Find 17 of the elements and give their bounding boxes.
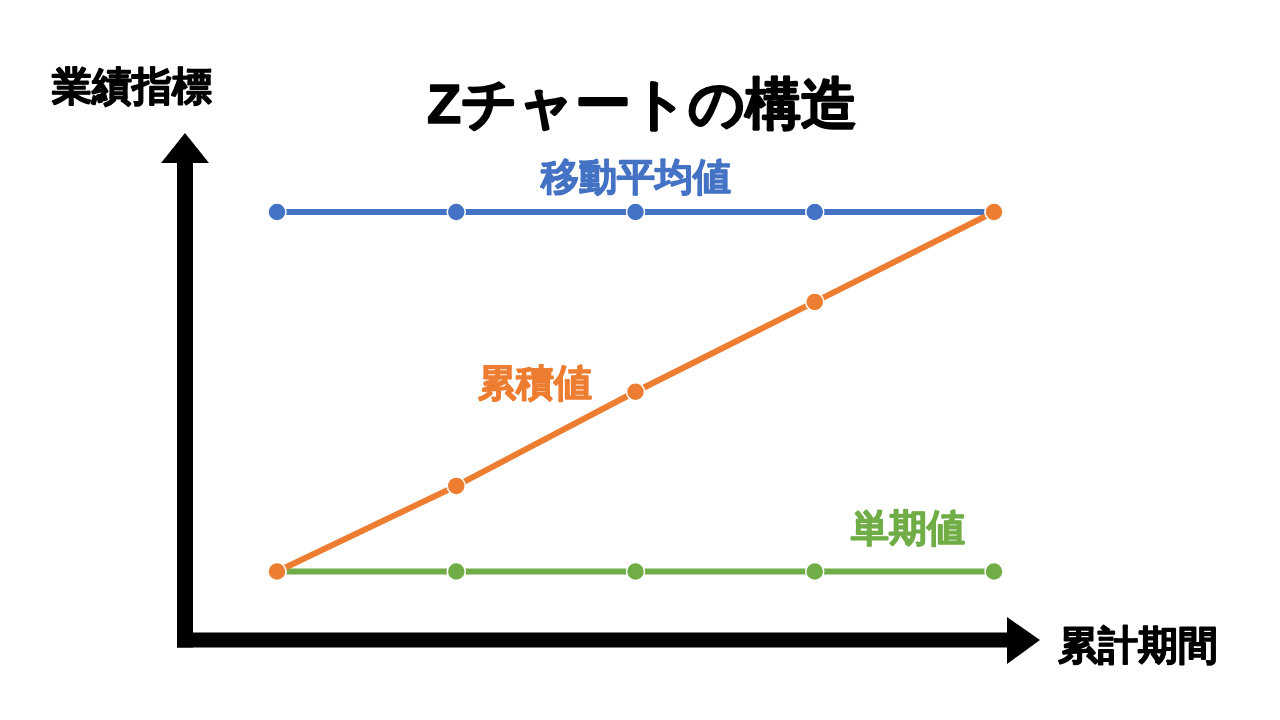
point [446,202,466,222]
x-axis-title: 累計期間 [1058,623,1218,667]
point [805,202,825,222]
series-label: 移動平均値 [539,156,731,198]
y-axis-title: 業績指標 [51,64,212,108]
point [267,202,287,222]
point [625,561,646,582]
point [805,561,825,582]
chart-title: Zチャートの構造 [426,72,858,135]
series-label: 累積値 [477,361,592,404]
point [625,382,646,402]
point [446,561,466,582]
point [446,476,466,496]
point [625,202,646,222]
point [805,292,825,312]
series-label: 単期値 [851,506,966,549]
point [984,561,1004,582]
